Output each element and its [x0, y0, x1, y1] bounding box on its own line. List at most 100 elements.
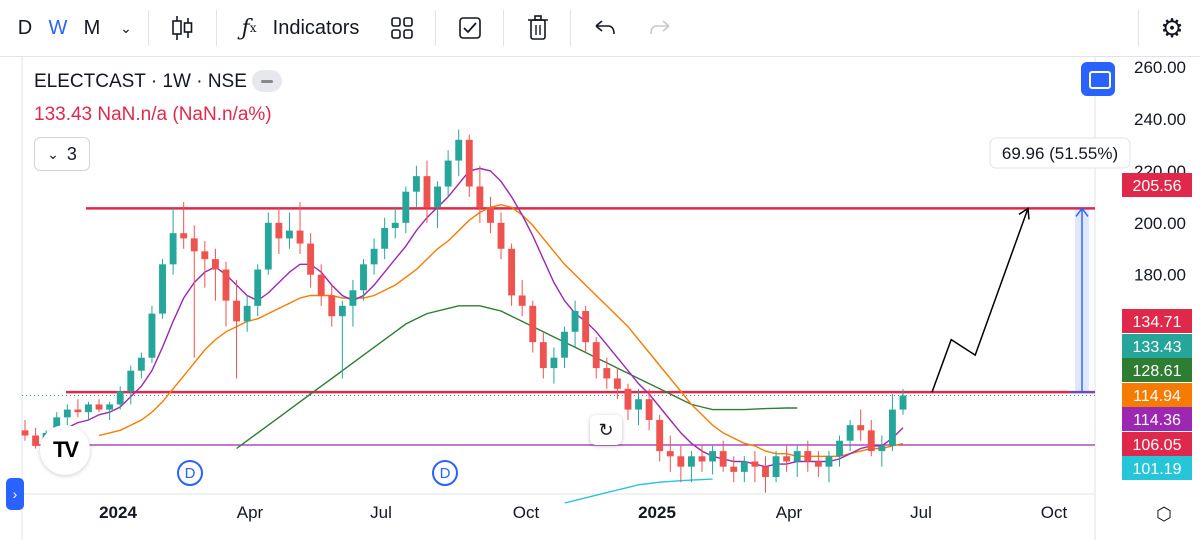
- candle-body: [783, 456, 791, 462]
- price-badge-label: 128.61: [1133, 363, 1182, 380]
- candle-body: [370, 248, 378, 265]
- symbol-legend-title[interactable]: ELECTCAST · 1W · NSE: [34, 71, 247, 92]
- dividend-event-marker[interactable]: D: [432, 460, 458, 486]
- gear-icon[interactable]: ⚙: [1160, 12, 1184, 43]
- dividend-event-marker[interactable]: D: [177, 460, 203, 486]
- candle-body: [825, 456, 833, 467]
- reset-chart-icon[interactable]: ↻: [590, 415, 622, 445]
- projection-path-line: [931, 208, 1029, 393]
- fullscreen-icon[interactable]: [1081, 62, 1115, 96]
- candle-body: [719, 451, 727, 467]
- trash-icon[interactable]: [518, 0, 558, 56]
- price-badge: [1122, 383, 1192, 407]
- candle-body: [518, 295, 526, 306]
- candle-body: [762, 466, 769, 478]
- price-badge-label: 134.71: [1133, 314, 1182, 331]
- candle-body: [381, 228, 389, 249]
- candles-icon[interactable]: [160, 0, 204, 56]
- candle-body: [772, 456, 780, 478]
- interval-d[interactable]: D: [17, 16, 33, 39]
- candle-body: [857, 425, 865, 431]
- axis-settings-icon[interactable]: ⬡: [1156, 503, 1172, 524]
- legend-collapse-button[interactable]: ⌄ 3: [34, 137, 90, 171]
- candle-body: [360, 264, 367, 291]
- layout-grid-icon[interactable]: [382, 0, 422, 56]
- candle-body: [730, 466, 738, 472]
- tradingview-logo[interactable]: TV: [40, 425, 90, 475]
- candle-body: [180, 233, 188, 239]
- candle-body: [476, 186, 484, 208]
- toolbar-divider: [503, 10, 504, 46]
- candle-body: [603, 368, 611, 379]
- interval-m[interactable]: M: [83, 16, 101, 39]
- candle-body: [63, 409, 71, 418]
- candle-body: [613, 378, 621, 389]
- price-chart[interactable]: 260.00240.00220.00200.00180.00160.002024…: [0, 57, 1200, 540]
- price-badge: [1122, 173, 1192, 197]
- measure-label-box: [989, 137, 1131, 169]
- chevron-down-icon: ⌄: [47, 145, 59, 162]
- sma-200-line: [564, 478, 713, 504]
- candle-body: [116, 391, 124, 405]
- candle-body: [539, 342, 547, 369]
- candle-body: [307, 243, 315, 275]
- indicators-button[interactable]: Indicators: [272, 16, 360, 39]
- expand-panel-icon[interactable]: ›: [6, 478, 24, 510]
- price-badge: [1122, 358, 1192, 382]
- candle-body: [508, 248, 516, 296]
- candle-body: [465, 139, 473, 187]
- interval-w[interactable]: W: [48, 16, 68, 39]
- candle-body: [21, 430, 29, 436]
- indicator-count: 3: [66, 143, 77, 164]
- price-tick-label: 260.00: [1134, 58, 1186, 77]
- candle-body: [497, 222, 505, 249]
- candle-body: [243, 305, 251, 322]
- candle-body: [846, 425, 854, 441]
- chevron-down-icon[interactable]: ⌄: [120, 19, 132, 36]
- undo-icon[interactable]: [585, 0, 625, 56]
- time-tick-label: 2025: [638, 503, 676, 522]
- candle-body: [349, 290, 357, 306]
- time-tick-label: Jul: [370, 503, 392, 522]
- candle-body: [867, 430, 875, 452]
- candle-body: [264, 222, 272, 270]
- candle-body: [836, 440, 843, 457]
- price-badge: [1122, 432, 1192, 456]
- candle-body: [222, 269, 230, 301]
- candle-body: [211, 259, 219, 270]
- candle-body: [434, 186, 441, 208]
- checkbox-icon[interactable]: [450, 0, 490, 56]
- time-tick-label: Oct: [1041, 503, 1068, 522]
- time-tick-label: Apr: [776, 503, 803, 522]
- candle-body: [201, 251, 209, 260]
- candle-body: [899, 395, 907, 410]
- candle-body: [740, 461, 748, 472]
- projection-arrowhead: [1018, 207, 1030, 220]
- candle-body: [592, 342, 600, 369]
- price-badge-label: 114.36: [1133, 412, 1181, 429]
- toolbar-divider: [216, 10, 217, 46]
- candle-body: [233, 300, 241, 322]
- candle-body: [455, 139, 463, 161]
- price-badge-label: 205.56: [1133, 178, 1182, 195]
- candle-body: [571, 311, 579, 332]
- legend-visibility-icon[interactable]: [252, 70, 282, 92]
- candle-body: [529, 305, 537, 343]
- candle-body: [106, 404, 114, 410]
- candle-body: [159, 264, 166, 314]
- candle-body: [338, 305, 346, 317]
- candle-body: [296, 230, 304, 244]
- price-tick-label: 200.00: [1134, 214, 1186, 233]
- sma-20-line: [98, 203, 904, 457]
- candle-body: [645, 399, 653, 420]
- price-tick-label: 180.00: [1134, 266, 1186, 285]
- price-badge-label: 106.05: [1133, 437, 1182, 454]
- sma-50-line: [236, 305, 798, 450]
- redo-icon[interactable]: [640, 0, 680, 56]
- price-badge: [1122, 456, 1192, 480]
- candle-body: [550, 357, 558, 369]
- toolbar-divider: [435, 10, 436, 46]
- price-badge-label: 114.94: [1133, 388, 1181, 405]
